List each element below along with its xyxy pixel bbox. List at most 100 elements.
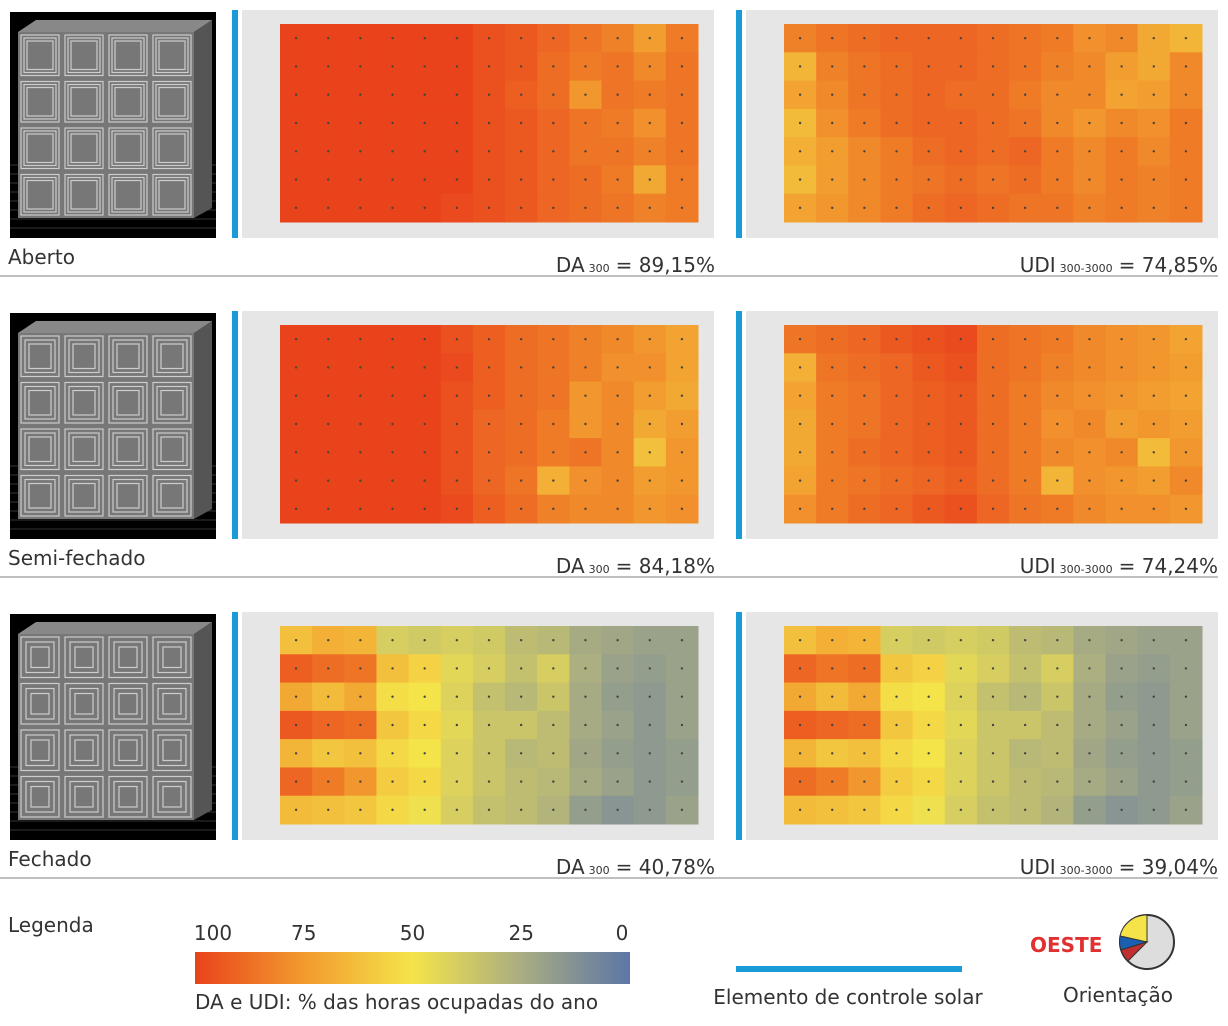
sensor-dot [1088,639,1090,641]
render-top [18,20,212,32]
legend-element-label: Elemento de controle solar [713,985,983,1009]
sensor-dot [992,338,994,340]
sensor-dot [488,423,490,425]
sensor-dot [616,178,618,180]
sensor-dot [681,780,683,782]
sensor-dot [1185,94,1187,96]
sensor-dot [649,724,651,726]
sensor-dot [391,752,393,754]
sensor-dot [295,724,297,726]
sensor-dot [863,207,865,209]
sensor-dot [1120,479,1122,481]
sensor-dot [831,395,833,397]
sensor-dot [295,423,297,425]
sensor-dot [520,94,522,96]
sensor-dot [1024,366,1026,368]
sensor-dot [552,395,554,397]
sensor-dot [616,65,618,67]
sensor-dot [649,207,651,209]
sensor-dot [584,366,586,368]
sensor-dot [423,65,425,67]
metric-subscript: 300 [589,864,610,877]
sensor-dot [1153,122,1155,124]
sensor-dot [992,667,994,669]
sensor-dot [584,508,586,510]
sensor-dot [1024,752,1026,754]
sensor-dot [520,122,522,124]
sensor-dot [359,451,361,453]
sensor-dot [649,366,651,368]
row-label: Fechado [8,847,92,871]
sensor-dot [1088,65,1090,67]
sensor-dot [895,338,897,340]
sensor-dot [520,752,522,754]
sensor-dot [1185,508,1187,510]
sensor-dot [649,696,651,698]
sensor-dot [1185,338,1187,340]
sensor-dot [1120,639,1122,641]
sensor-dot [1185,809,1187,811]
sensor-dot [391,696,393,698]
sensor-dot [359,479,361,481]
sensor-dot [799,207,801,209]
sensor-dot [1024,37,1026,39]
sensor-dot [520,508,522,510]
sensor-dot [391,508,393,510]
sensor-dot [1056,479,1058,481]
sensor-dot [992,395,994,397]
sensor-dot [1056,207,1058,209]
sensor-dot [456,178,458,180]
sensor-dot [895,366,897,368]
sensor-dot [1153,479,1155,481]
render-front [18,634,194,820]
sensor-dot [423,122,425,124]
sensor-dot [1120,423,1122,425]
sensor-dot [1056,65,1058,67]
sensor-dot [895,809,897,811]
sensor-dot [552,724,554,726]
sensor-dot [1153,451,1155,453]
sensor-dot [831,667,833,669]
sensor-dot [1088,724,1090,726]
sensor-dot [359,639,361,641]
sensor-dot [1056,423,1058,425]
sensor-dot [391,150,393,152]
sensor-dot [895,207,897,209]
sensor-dot [831,451,833,453]
sensor-dot [584,338,586,340]
sensor-dot [1153,150,1155,152]
sensor-dot [681,366,683,368]
sensor-dot [831,178,833,180]
sensor-dot [1056,696,1058,698]
sensor-dot [649,178,651,180]
sensor-dot [1024,724,1026,726]
sensor-dot [1185,366,1187,368]
legend-tick-label: 0 [616,921,629,945]
sensor-dot [327,178,329,180]
sensor-dot [863,780,865,782]
sensor-dot [799,178,801,180]
sensor-dot [1153,94,1155,96]
sensor-dot [359,207,361,209]
sensor-dot [488,37,490,39]
sensor-dot [295,150,297,152]
legend-gradient [195,952,630,984]
legend-tick-label: 25 [509,921,534,945]
sensor-dot [1024,207,1026,209]
render-side [194,622,212,820]
sensor-dot [927,207,929,209]
sensor-dot [1024,338,1026,340]
sensor-dot [616,451,618,453]
sensor-dot [1024,65,1026,67]
metric: DA [556,855,585,879]
sensor-dot [960,724,962,726]
sensor-dot [1120,752,1122,754]
sensor-dot [927,696,929,698]
sensor-dot [681,508,683,510]
sensor-dot [831,122,833,124]
sensor-dot [960,338,962,340]
sensor-dot [895,94,897,96]
sensor-dot [520,395,522,397]
sensor-dot [456,667,458,669]
sensor-dot [1088,150,1090,152]
